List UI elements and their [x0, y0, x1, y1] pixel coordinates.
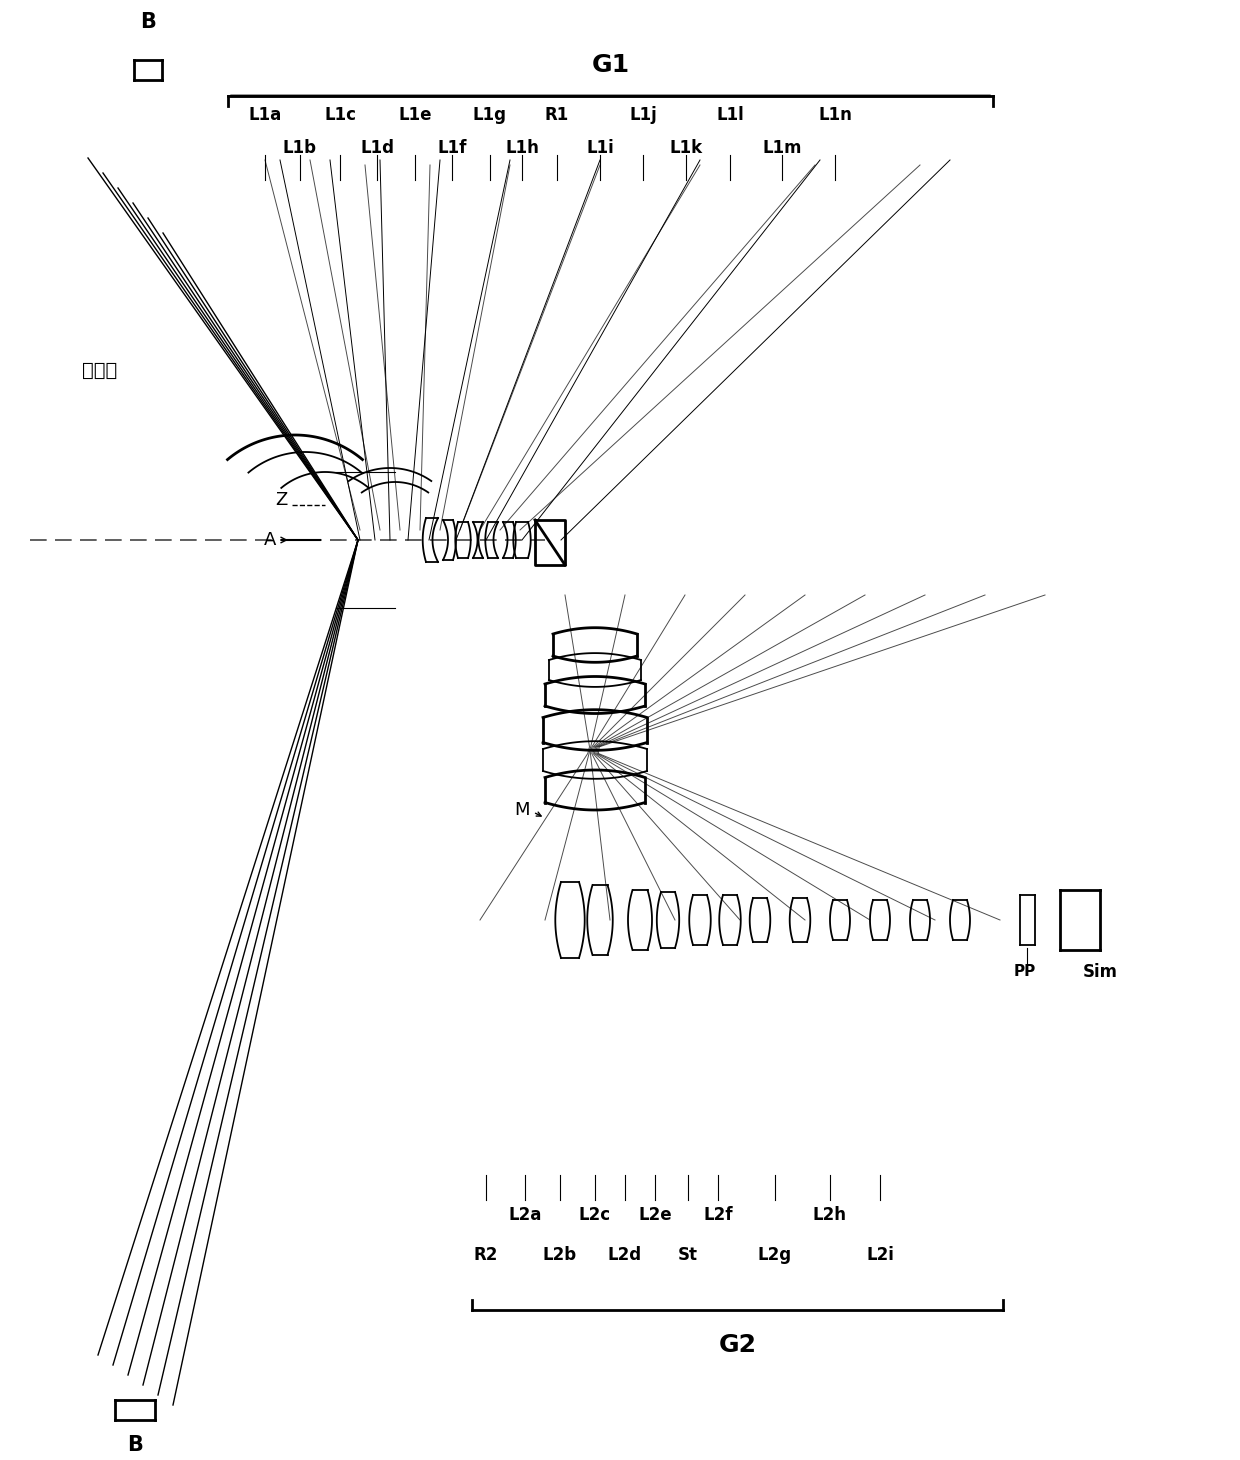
Text: G1: G1 — [591, 53, 630, 77]
Text: L1l: L1l — [717, 107, 744, 124]
Text: L1m: L1m — [763, 139, 802, 158]
Text: 广角端: 广角端 — [82, 361, 118, 380]
Text: L2f: L2f — [703, 1206, 733, 1223]
Text: L1e: L1e — [398, 107, 432, 124]
Text: B: B — [140, 12, 156, 32]
Text: B: B — [126, 1435, 143, 1456]
Text: Z: Z — [275, 491, 288, 510]
Text: L1k: L1k — [670, 139, 703, 158]
Text: G2: G2 — [718, 1333, 756, 1356]
Text: L2c: L2c — [579, 1206, 611, 1223]
Text: M: M — [515, 802, 529, 819]
Text: R1: R1 — [544, 107, 569, 124]
Text: Sim: Sim — [1083, 964, 1117, 981]
Text: L2g: L2g — [758, 1245, 792, 1264]
Text: L2i: L2i — [866, 1245, 894, 1264]
Text: L1i: L1i — [587, 139, 614, 158]
Text: L2e: L2e — [639, 1206, 672, 1223]
Text: L2d: L2d — [608, 1245, 642, 1264]
Text: L1a: L1a — [248, 107, 281, 124]
Text: L1j: L1j — [629, 107, 657, 124]
Text: A: A — [264, 531, 277, 549]
Text: L1n: L1n — [818, 107, 852, 124]
Text: L1g: L1g — [472, 107, 507, 124]
Text: L1d: L1d — [360, 139, 394, 158]
Text: L2h: L2h — [813, 1206, 847, 1223]
Text: L1b: L1b — [283, 139, 317, 158]
Text: L2a: L2a — [508, 1206, 542, 1223]
Text: St: St — [678, 1245, 698, 1264]
Text: L1c: L1c — [324, 107, 356, 124]
Text: R2: R2 — [474, 1245, 498, 1264]
Text: PP: PP — [1014, 965, 1037, 980]
Text: L2b: L2b — [543, 1245, 577, 1264]
Text: L1h: L1h — [505, 139, 539, 158]
Text: L1f: L1f — [438, 139, 466, 158]
